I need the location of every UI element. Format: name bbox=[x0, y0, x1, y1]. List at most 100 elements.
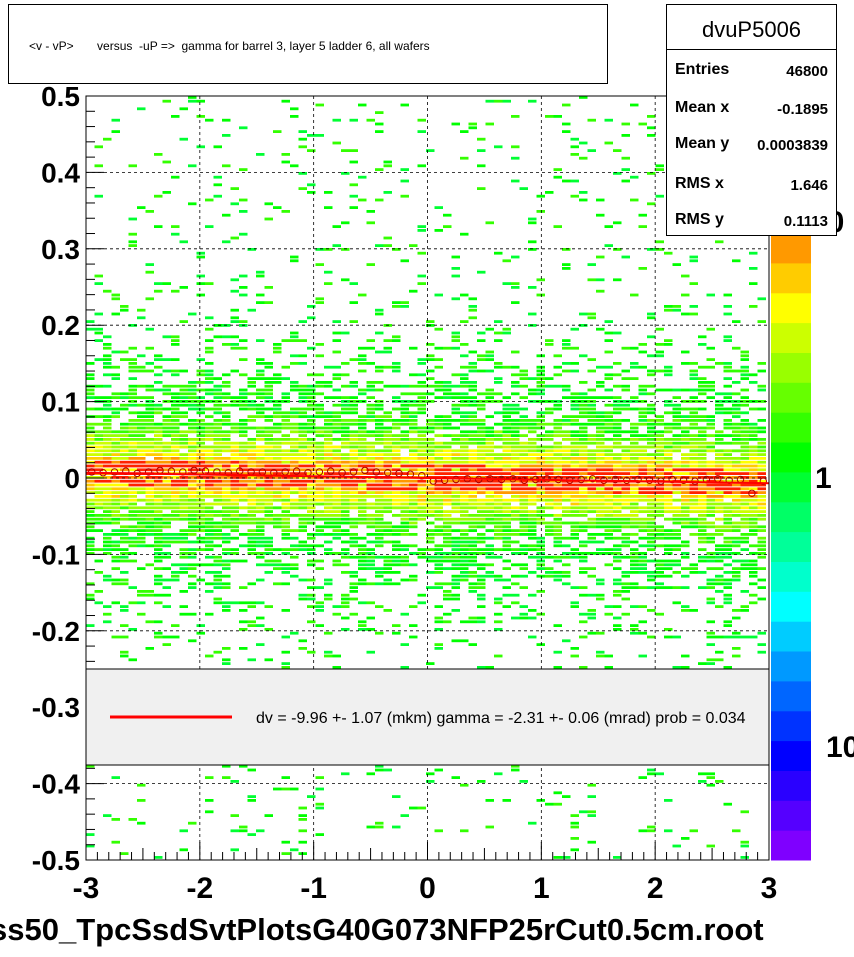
heatmap-cell bbox=[613, 221, 622, 225]
heatmap-cell bbox=[154, 506, 163, 510]
heatmap-cell bbox=[179, 517, 188, 521]
heatmap-cell bbox=[638, 529, 647, 532]
heatmap-cell bbox=[196, 115, 205, 118]
heatmap-cell bbox=[222, 502, 231, 506]
heatmap-cell bbox=[740, 468, 749, 472]
heatmap-cell bbox=[230, 422, 239, 426]
heatmap-cell bbox=[485, 430, 494, 434]
heatmap-cell bbox=[536, 487, 545, 491]
heatmap-cell bbox=[698, 365, 707, 369]
heatmap-cell bbox=[460, 495, 469, 498]
heatmap-cell bbox=[417, 498, 426, 502]
heatmap-cell bbox=[341, 441, 350, 445]
heatmap-cell bbox=[137, 590, 146, 593]
heatmap-cell bbox=[162, 487, 171, 491]
heatmap-cell bbox=[94, 548, 103, 551]
heatmap-cell bbox=[273, 548, 282, 551]
heatmap-cell bbox=[162, 586, 171, 589]
heatmap-cell bbox=[689, 422, 698, 426]
heatmap-cell bbox=[145, 415, 154, 418]
heatmap-cell bbox=[511, 514, 520, 517]
heatmap-cell bbox=[647, 248, 656, 251]
heatmap-cell bbox=[528, 468, 537, 472]
heatmap-cell bbox=[715, 498, 724, 502]
heatmap-cell bbox=[222, 472, 231, 475]
heatmap-cell bbox=[570, 654, 579, 658]
heatmap-cell bbox=[740, 479, 749, 483]
heatmap-cell bbox=[128, 441, 137, 445]
heatmap-cell bbox=[103, 540, 112, 544]
heatmap-cell bbox=[111, 578, 120, 582]
heatmap-cell bbox=[213, 582, 222, 586]
heatmap-cell bbox=[655, 586, 664, 589]
heatmap-cell bbox=[400, 495, 409, 498]
heatmap-cell bbox=[137, 593, 146, 597]
heatmap-cell bbox=[120, 525, 129, 529]
heatmap-cell bbox=[383, 495, 392, 498]
heatmap-cell bbox=[137, 506, 146, 510]
heatmap-cell bbox=[502, 460, 511, 464]
heatmap-cell bbox=[222, 567, 231, 570]
heatmap-cell bbox=[400, 445, 409, 449]
stats-label: RMS y bbox=[675, 211, 724, 228]
heatmap-cell bbox=[213, 555, 222, 559]
heatmap-cell bbox=[366, 479, 375, 483]
heatmap-cell bbox=[757, 430, 766, 434]
heatmap-cell bbox=[256, 460, 265, 464]
heatmap-cell bbox=[188, 400, 197, 403]
heatmap-cell bbox=[536, 365, 545, 369]
heatmap-cell bbox=[213, 388, 222, 392]
heatmap-cell bbox=[536, 574, 545, 578]
heatmap-cell bbox=[400, 514, 409, 517]
heatmap-cell bbox=[417, 548, 426, 551]
heatmap-cell bbox=[451, 506, 460, 510]
heatmap-cell bbox=[519, 495, 528, 498]
heatmap-cell bbox=[383, 244, 392, 247]
heatmap-cell bbox=[672, 514, 681, 517]
heatmap-cell bbox=[477, 483, 486, 487]
heatmap-cell bbox=[103, 548, 112, 551]
heatmap-cell bbox=[358, 434, 367, 437]
heatmap-cell bbox=[587, 358, 596, 361]
heatmap-cell bbox=[120, 536, 129, 540]
heatmap-cell bbox=[579, 396, 588, 399]
heatmap-cell bbox=[171, 289, 180, 293]
heatmap-cell bbox=[647, 126, 656, 130]
heatmap-cell bbox=[196, 548, 205, 551]
heatmap-cell bbox=[749, 267, 758, 270]
heatmap-cell bbox=[188, 491, 197, 494]
heatmap-cell bbox=[426, 430, 435, 434]
heatmap-cell bbox=[749, 430, 758, 434]
heatmap-cell bbox=[749, 601, 758, 605]
heatmap-cell bbox=[562, 563, 571, 567]
heatmap-cell bbox=[281, 487, 290, 491]
heatmap-cell bbox=[664, 498, 673, 502]
heatmap-cell bbox=[162, 555, 171, 559]
heatmap-cell bbox=[426, 502, 435, 506]
heatmap-cell bbox=[111, 297, 120, 301]
heatmap-cell bbox=[647, 457, 656, 460]
heatmap-cell bbox=[103, 289, 112, 293]
heatmap-cell bbox=[689, 255, 698, 259]
heatmap-cell bbox=[154, 449, 163, 453]
heatmap-cell bbox=[460, 445, 469, 449]
heatmap-cell bbox=[86, 764, 95, 768]
heatmap-cell bbox=[638, 407, 647, 411]
heatmap-cell bbox=[298, 411, 307, 415]
heatmap-cell bbox=[417, 449, 426, 453]
heatmap-cell bbox=[120, 635, 129, 639]
heatmap-cell bbox=[715, 434, 724, 437]
heatmap-cell bbox=[341, 555, 350, 559]
heatmap-cell bbox=[723, 472, 732, 475]
heatmap-cell bbox=[681, 434, 690, 437]
heatmap-cell bbox=[494, 422, 503, 426]
heatmap-cell bbox=[315, 567, 324, 570]
heatmap-cell bbox=[94, 590, 103, 593]
heatmap-cell bbox=[604, 612, 613, 616]
heatmap-cell bbox=[179, 479, 188, 483]
heatmap-cell bbox=[477, 567, 486, 570]
heatmap-cell bbox=[128, 498, 137, 502]
heatmap-cell bbox=[332, 666, 341, 669]
heatmap-cell bbox=[596, 650, 605, 654]
heatmap-cell bbox=[545, 521, 554, 525]
